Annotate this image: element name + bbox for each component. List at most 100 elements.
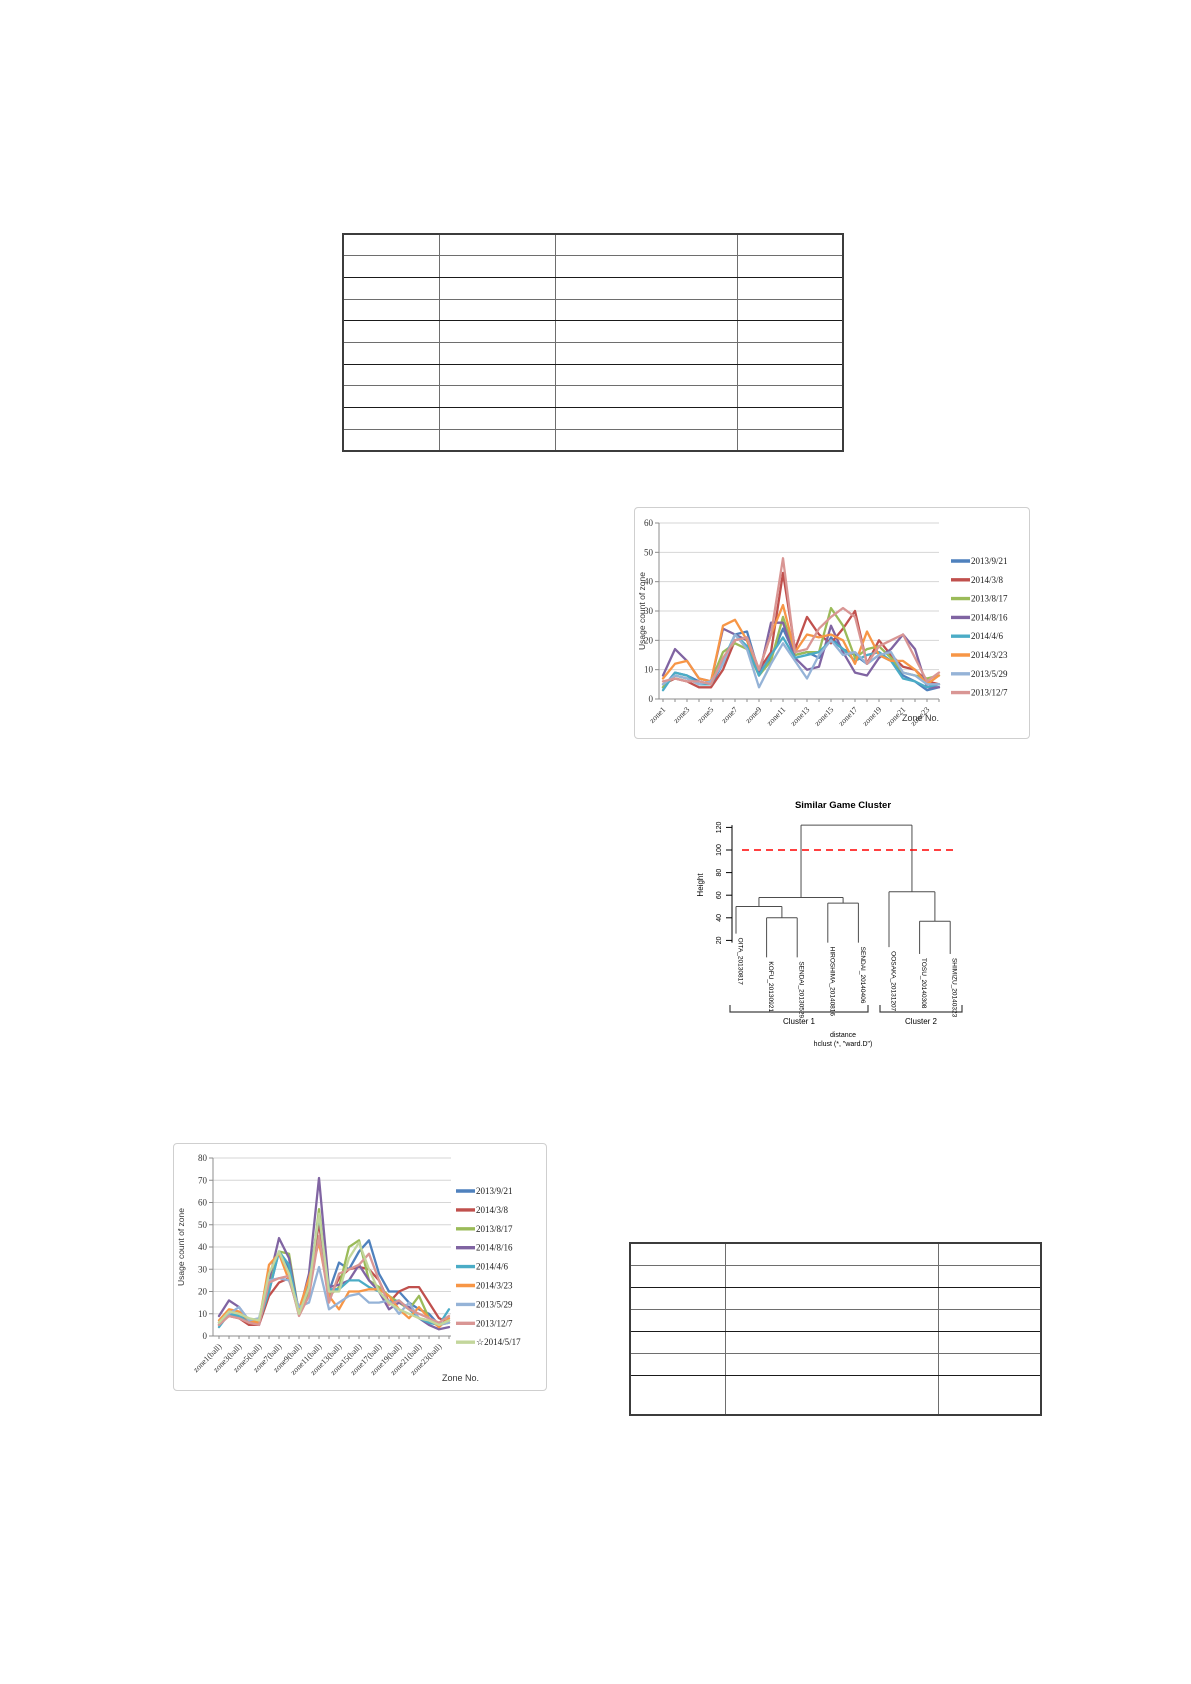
table-cell (629, 1308, 726, 1332)
series-☆2014/5/17 (217, 1212, 451, 1327)
series-2013/5/29 (217, 1265, 451, 1327)
dendro-caption-line2: hclust (*, "ward.D") (814, 1041, 873, 1048)
zone-usage-chart-2-canvas: 0 10 20 30 40 50 60 70 80 zone1(ball)zone3(ball)z… (176, 1153, 521, 1383)
y-axis-title: Usage count of zone (637, 572, 647, 650)
legend: 2013/9/21 2014/3/8 2013/8/17 2014/8/16 2014/… (456, 1186, 521, 1347)
dendro-tick-label: 40 (716, 914, 723, 922)
table-cell (342, 407, 440, 430)
table-cell (342, 385, 440, 408)
x-tick-label: zone19 (861, 705, 884, 728)
legend-label: 2013/8/17 (476, 1224, 513, 1234)
x-tick-label: zone7 (720, 705, 740, 725)
legend-label: 2013/8/17 (971, 594, 1008, 604)
table-row (629, 1308, 1042, 1332)
table-cell (342, 341, 440, 365)
axes (655, 522, 940, 702)
table-cell (937, 1308, 1042, 1332)
leaf-label: SHIMIZU_20140323 (951, 958, 958, 1018)
legend: 2013/9/21 2014/3/8 2013/8/17 2014/8/16 2014/… (951, 556, 1008, 698)
x-tick-label: zone17 (837, 705, 860, 728)
legend-label: 2013/9/21 (971, 556, 1008, 566)
legend-label: 2013/12/7 (476, 1318, 513, 1328)
zone-usage-chart-2: 0 10 20 30 40 50 60 70 80 zone1(ball) zone3(ball) z… (173, 1143, 547, 1391)
table-cell (937, 1264, 1042, 1288)
table-cell (438, 276, 556, 300)
table-cell (736, 363, 844, 387)
table-cell (736, 385, 844, 408)
cluster-bracket (729, 1005, 869, 1013)
table-cell (937, 1242, 1042, 1266)
series-2013/5/29 (661, 633, 941, 689)
series-2013/12/7 (661, 557, 941, 686)
table-cell (438, 428, 556, 452)
x-tick-label: zone3 (672, 705, 692, 725)
table-cell (724, 1242, 939, 1266)
table-row (342, 341, 844, 365)
leaf-label: OOSAKA_20131207 (890, 951, 897, 1011)
y-axis-title: Usage count of zone (176, 1208, 186, 1286)
cluster-brackets: Cluster 1 Cluster 2 (729, 1005, 963, 1026)
legend-label: 2014/3/8 (971, 575, 1004, 585)
series-2013/9/21 (217, 1216, 451, 1327)
y-tick-label: 10 (644, 665, 654, 675)
table-cell (937, 1330, 1042, 1354)
table-cell (438, 407, 556, 430)
table-cell (554, 363, 738, 387)
legend-label: 2013/9/21 (476, 1186, 513, 1196)
legend-label: 2014/4/6 (476, 1262, 509, 1272)
legend-label: 2014/8/16 (971, 612, 1008, 622)
series-lines (217, 1176, 451, 1331)
cluster-bracket (879, 1005, 963, 1013)
dendro-tick-label: 20 (716, 936, 723, 944)
y-tick-label: 50 (198, 1220, 208, 1230)
table-cell (736, 320, 844, 343)
similar-game-cluster-dendrogram: Similar Game Cluster 20 40 60 80 100 120 Height… (660, 745, 980, 1055)
x-tick-label: zone15 (813, 705, 836, 728)
table-cell (342, 363, 440, 387)
x-tick-label: zone11 (765, 705, 787, 727)
table-cell (438, 255, 556, 278)
table-cell (342, 276, 440, 300)
y-tick-label: 60 (644, 518, 654, 528)
table-cell (342, 255, 440, 278)
table-row (342, 385, 844, 408)
x-axis-labels: zone1(ball)zone3(ball)zone5(ball)zone7(b… (191, 1342, 443, 1377)
table-cell (554, 276, 738, 300)
leaf-label: SENDAI_20130529 (798, 961, 805, 1018)
table-row (342, 298, 844, 322)
table-cell (438, 385, 556, 408)
legend-label: 2013/5/29 (971, 669, 1008, 679)
y-tick-label: 60 (198, 1198, 208, 1208)
dendrogram-title: Similar Game Cluster (795, 800, 891, 811)
table-cell (736, 298, 844, 322)
dendrogram-tree (735, 824, 951, 958)
legend-label: 2013/5/29 (476, 1299, 513, 1309)
table-cell (736, 233, 844, 257)
dendro-tick-label: 120 (716, 821, 723, 833)
height-axis-title: Height (696, 873, 705, 897)
table-cell (438, 233, 556, 257)
table-row (629, 1264, 1042, 1288)
table-cell (629, 1352, 726, 1376)
y-tick-label: 40 (198, 1242, 208, 1252)
table-cell (554, 233, 738, 257)
table-row (629, 1286, 1042, 1310)
y-tick-label: 80 (198, 1153, 208, 1163)
zone-usage-chart-1: 0 10 20 30 40 50 60 zone1 zone3 zone5 zone7 zone9 zo… (634, 507, 1030, 739)
x-tick-label: zone9 (744, 705, 764, 725)
table-cell (554, 407, 738, 430)
leaf-label: TOSU_20140308 (920, 958, 927, 1009)
leaf-label: HIROSHIMA_20140816 (828, 947, 835, 1017)
table-cell (736, 255, 844, 278)
y-gridlines (659, 522, 939, 671)
y-tick-label: 20 (644, 635, 654, 645)
table-row (629, 1352, 1042, 1376)
legend-label: 2013/12/7 (971, 688, 1008, 698)
bottom-empty-data-table (629, 1242, 1042, 1416)
leaf-label: OITA_20130817 (737, 938, 744, 986)
x-tick-label: zone5 (696, 705, 716, 725)
table-cell (554, 385, 738, 408)
table-cell (937, 1286, 1042, 1310)
dendro-tick-label: 100 (716, 844, 723, 856)
